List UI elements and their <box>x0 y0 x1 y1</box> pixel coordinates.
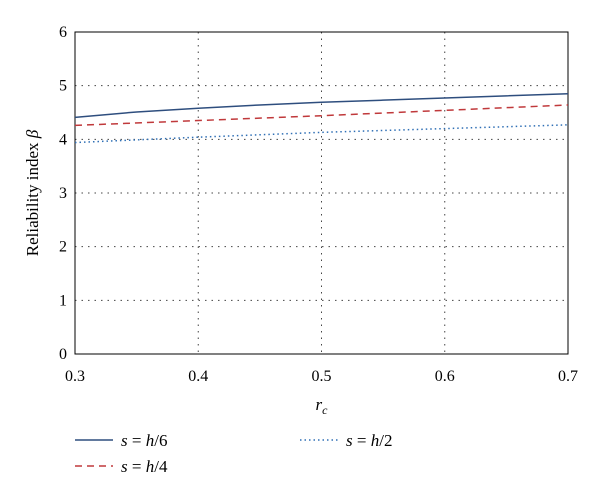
legend-label-part: h <box>371 431 380 450</box>
y-axis-title-text: Reliability index <box>23 142 42 256</box>
y-tick-label: 3 <box>59 185 67 202</box>
legend-label-part: /4 <box>154 457 168 476</box>
legend-label-part: s <box>121 431 128 450</box>
series-line-3 <box>74 124 569 144</box>
x-tick-label: 0.4 <box>188 368 208 385</box>
legend-label-part: /2 <box>379 431 392 450</box>
y-tick-label: 5 <box>59 78 67 95</box>
y-tick-label: 6 <box>59 24 67 41</box>
tick-labels: 0 1 2 3 4 5 6 0.3 0.4 0.5 0.6 0.7 <box>59 24 578 385</box>
x-axis-title: rc <box>316 395 329 417</box>
y-tick-label: 2 <box>59 239 67 256</box>
grid-lines <box>75 32 568 354</box>
legend-label-part: = <box>128 457 146 476</box>
y-axis-title-symbol: β <box>23 129 42 139</box>
series-line-2 <box>74 104 569 127</box>
y-tick-label: 1 <box>59 292 67 309</box>
x-tick-label: 0.3 <box>65 368 85 385</box>
y-axis-title: Reliability index β <box>23 129 42 256</box>
legend-label-part: = <box>128 431 146 450</box>
x-tick-label: 0.5 <box>312 368 332 385</box>
legend-label-part: s <box>346 431 353 450</box>
legend: s = h/6s = h/4s = h/2 <box>75 431 392 476</box>
legend-label-part: = <box>353 431 371 450</box>
series-layer <box>74 92 569 144</box>
x-axis-title-main: r <box>316 395 323 414</box>
x-axis-title-sub: c <box>322 403 328 417</box>
y-tick-label: 0 <box>59 346 67 363</box>
legend-label-2: s = h/4 <box>121 457 168 476</box>
series-line-1 <box>74 92 569 119</box>
x-tick-label: 0.6 <box>435 368 455 385</box>
x-tick-label: 0.7 <box>558 368 578 385</box>
legend-label-part: h <box>146 431 155 450</box>
legend-label-3: s = h/2 <box>346 431 392 450</box>
y-tick-label: 4 <box>59 131 67 148</box>
legend-label-1: s = h/6 <box>121 431 167 450</box>
legend-label-part: s <box>121 457 128 476</box>
legend-label-part: /6 <box>154 431 167 450</box>
legend-label-part: h <box>146 457 155 476</box>
plot-frame <box>74 31 569 355</box>
